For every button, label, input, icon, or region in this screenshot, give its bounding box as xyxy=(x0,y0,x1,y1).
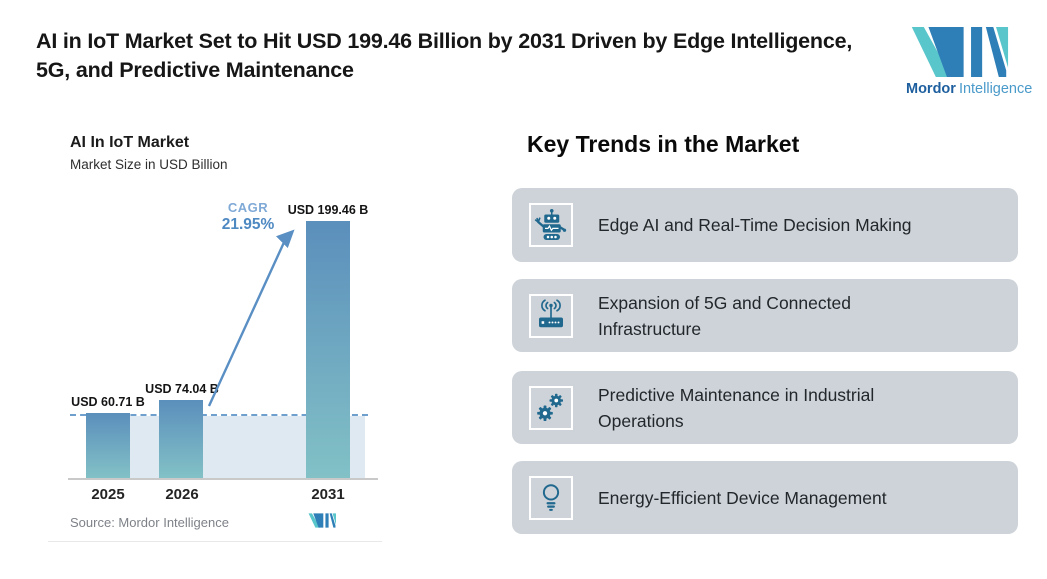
chart-title: AI In IoT Market xyxy=(70,134,190,151)
cagr-label: CAGR xyxy=(227,200,269,215)
cagr-annotation: CAGR 21.95% xyxy=(213,200,283,234)
brand-name-secondary: Intelligence xyxy=(958,81,1033,97)
mordor-logo-icon xyxy=(911,27,1009,77)
bar-2025 xyxy=(86,413,130,478)
brand-name-primary: Mordor xyxy=(906,81,956,97)
chart-dashed-reference-line xyxy=(70,414,368,416)
trend-label: Energy-Efficient Device Management xyxy=(598,487,887,508)
trend-card-edge-ai: Edge AI and Real-Time Decision Making xyxy=(512,188,1018,262)
robot-icon xyxy=(529,203,573,247)
trend-card-energy-efficiency: Energy-Efficient Device Management xyxy=(512,461,1018,534)
chart-subtitle: Market Size in USD Billion xyxy=(70,157,228,172)
brand-logo: Mordor Intelligence xyxy=(906,27,1032,97)
bar-value-label-2026: USD 74.04 B xyxy=(145,382,219,396)
x-axis-label-2026: 2026 xyxy=(165,486,199,503)
trend-card-5g: Expansion of 5G and Connected Infrastruc… xyxy=(512,279,1018,352)
chart-bottom-divider xyxy=(48,541,382,542)
mordor-mini-logo-icon xyxy=(308,513,336,528)
x-axis-label-2025: 2025 xyxy=(91,486,125,503)
bar-value-label-2025: USD 60.71 B xyxy=(71,395,145,409)
trend-card-predictive-maintenance: Predictive Maintenance in Industrial Ope… xyxy=(512,371,1018,444)
trend-label: Predictive Maintenance in Industrial Ope… xyxy=(598,384,875,431)
bar-2031 xyxy=(306,221,350,478)
cagr-value: 21.95% xyxy=(221,216,275,233)
lightbulb-icon xyxy=(529,475,573,520)
brand-wordmark: Mordor Intelligence xyxy=(906,81,1032,97)
x-axis-label-2031: 2031 xyxy=(311,486,345,503)
gears-icon xyxy=(529,385,573,430)
bar-value-label-2031: USD 199.46 B xyxy=(287,203,369,217)
router-icon xyxy=(529,293,573,338)
chart-source: Source: Mordor Intelligence xyxy=(70,515,229,530)
trends-heading: Key Trends in the Market xyxy=(527,131,800,157)
trend-label: Expansion of 5G and Connected Infrastruc… xyxy=(598,292,851,339)
bar-2026 xyxy=(159,400,203,478)
chart-baseline xyxy=(68,478,378,480)
trend-label: Edge AI and Real-Time Decision Making xyxy=(598,215,912,235)
page-title: AI in IoT Market Set to Hit USD 199.46 B… xyxy=(36,29,853,82)
